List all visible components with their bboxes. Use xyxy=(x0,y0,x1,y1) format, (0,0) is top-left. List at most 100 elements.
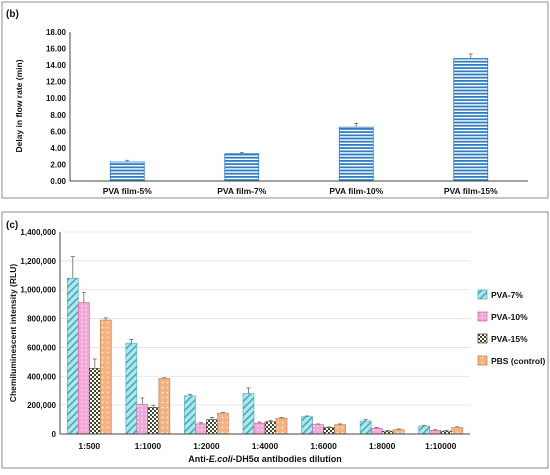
panel-b-error-bar xyxy=(354,123,359,128)
panel-c-bar xyxy=(125,342,138,435)
panel-c-legend-swatch xyxy=(477,289,488,300)
panel-c-error-bar xyxy=(385,429,390,432)
panel-c-bar xyxy=(136,404,149,435)
panel-c-error-bar xyxy=(374,427,379,429)
panel-c-error-bar xyxy=(268,419,273,422)
panel-c-chart: (c) 0 200,000 400,000 600,000 800,000 1,000,0… xyxy=(1,211,549,469)
panel-b-error-bar xyxy=(125,159,130,162)
panel-c-bar xyxy=(312,424,324,435)
panel-b-y-tick-label: 14.00 xyxy=(46,61,67,70)
panel-c-y-tick-label: 200,000 xyxy=(27,401,56,410)
panel-c-bar xyxy=(392,429,405,435)
panel-c-category-label: 1:2000 xyxy=(193,441,220,451)
panel-b-y-tick-label: 12.00 xyxy=(46,78,67,87)
panel-c-legend-swatch xyxy=(477,333,488,344)
panel-c-category-label: 1:10000 xyxy=(425,441,456,451)
panel-c-bar xyxy=(158,378,171,435)
panel-c-bar xyxy=(66,277,79,435)
panel-b-label: (b) xyxy=(6,9,19,20)
panel-b-chart: (b) 0.00 2.00 4.00 6.00 8.00 10.00 12.00 14.00 1… xyxy=(1,1,549,199)
panel-c-error-bar xyxy=(338,423,343,425)
panel-c-error-bar xyxy=(209,416,214,420)
panel-c-bar xyxy=(264,421,277,435)
panel-c-error-bar xyxy=(70,256,75,279)
panel-c-error-bar xyxy=(305,415,310,417)
panel-c-bar xyxy=(195,423,207,435)
panel-c-bar xyxy=(77,302,90,435)
panel-c-error-bar xyxy=(363,418,368,422)
panel-b-y-tick-label: 2.00 xyxy=(50,160,66,169)
panel-c-error-bar xyxy=(455,426,460,428)
panel-c-error-bar xyxy=(198,422,203,424)
panel-c-bar xyxy=(359,420,372,435)
panel-c-bar xyxy=(370,427,383,435)
panel-c-error-bar xyxy=(316,423,321,425)
panel-c-category-label: 1:8000 xyxy=(369,441,396,451)
panel-c-bar xyxy=(99,319,112,435)
panel-b-y-tick-label: 8.00 xyxy=(50,111,66,120)
panel-c-error-bar xyxy=(327,426,332,428)
panel-c-legend-label: PVA-10% xyxy=(491,312,528,322)
panel-c-label: (c) xyxy=(6,220,18,231)
panel-c-error-bar xyxy=(220,411,225,414)
panel-b-bar xyxy=(453,58,489,182)
panel-c-bar xyxy=(147,407,160,435)
panel-c-legend-label: PBS (control) xyxy=(491,356,545,366)
panel-c-error-bar xyxy=(140,397,145,405)
panel-b-y-tick-label: 6.00 xyxy=(50,127,66,136)
panel-c-bar xyxy=(242,393,255,435)
panel-c-bar xyxy=(253,422,266,435)
panel-c-error-bar xyxy=(279,416,284,419)
panel-c-category-label: 1:1000 xyxy=(135,441,162,451)
panel-c-y-tick-label: 1,000,000 xyxy=(20,286,56,295)
panel-c-error-bar xyxy=(433,429,438,431)
panel-c-bar xyxy=(418,425,431,435)
panel-c-legend-label: PVA-7% xyxy=(491,290,523,300)
panel-b-y-tick-label: 0.00 xyxy=(50,177,66,186)
panel-b-y-tick-label: 18.00 xyxy=(46,28,67,37)
panel-c-bar xyxy=(301,416,313,435)
panel-c-category-label: 1:6000 xyxy=(310,441,337,451)
panel-b-error-bar xyxy=(239,151,244,154)
panel-c-error-bar xyxy=(92,358,97,369)
panel-c-error-bar xyxy=(444,429,449,432)
panel-c-error-bar xyxy=(257,421,262,424)
panel-c-legend-label: PVA-15% xyxy=(491,334,528,344)
panel-c-bar xyxy=(323,427,335,435)
panel-c-bar xyxy=(275,417,288,435)
panel-c-bar xyxy=(217,412,229,435)
panel-c-bar xyxy=(88,368,101,435)
panel-b-y-tick-label: 10.00 xyxy=(46,94,67,103)
panel-b-y-tick-label: 4.00 xyxy=(50,144,66,153)
panel-c-error-bar xyxy=(81,292,86,303)
panel-c-x-axis-label: Anti-E.coli-DH5α antibodies dilution xyxy=(188,454,342,464)
panel-c-error-bar xyxy=(103,317,108,321)
panel-c-y-tick-label: 1,200,000 xyxy=(20,257,56,266)
panel-c-category-label: 1:4000 xyxy=(252,441,279,451)
panel-c-y-tick-label: 0 xyxy=(52,430,57,439)
panel-c-bar xyxy=(334,424,346,435)
panel-c-bar xyxy=(184,395,196,435)
panel-c-bar xyxy=(429,430,442,435)
panel-c-category-label: 1:500 xyxy=(78,441,100,451)
panel-c-error-bar xyxy=(187,393,192,396)
panel-b-category-label: PVA film-10% xyxy=(329,186,383,196)
panel-b-error-bar xyxy=(468,53,473,59)
panel-c-y-tick-label: 800,000 xyxy=(27,315,56,324)
panel-c-legend: PVA-7% PVA-10% PVA-15% PBS (control) xyxy=(477,289,545,366)
panel-c-error-bar xyxy=(129,339,134,344)
panel-c-error-bar xyxy=(422,424,427,427)
panel-c-error-bar xyxy=(151,404,156,408)
panel-c-y-tick-label: 400,000 xyxy=(27,372,56,381)
panel-c-bar xyxy=(451,427,464,435)
panel-c-legend-swatch xyxy=(477,355,488,366)
panel-b-y-tick-label: 16.00 xyxy=(46,45,67,54)
panel-c-y-tick-label: 1,400,000 xyxy=(20,228,56,237)
panel-b-bar xyxy=(109,161,145,182)
panel-c-y-tick-label: 600,000 xyxy=(27,343,56,352)
panel-b-bar xyxy=(224,153,260,182)
panel-b-y-axis-label: Delay in flow rate (min) xyxy=(14,59,24,152)
panel-b-bar xyxy=(338,126,374,182)
panel-c-y-axis-label: Chemiluminescent intensity (RLU) xyxy=(8,264,18,403)
